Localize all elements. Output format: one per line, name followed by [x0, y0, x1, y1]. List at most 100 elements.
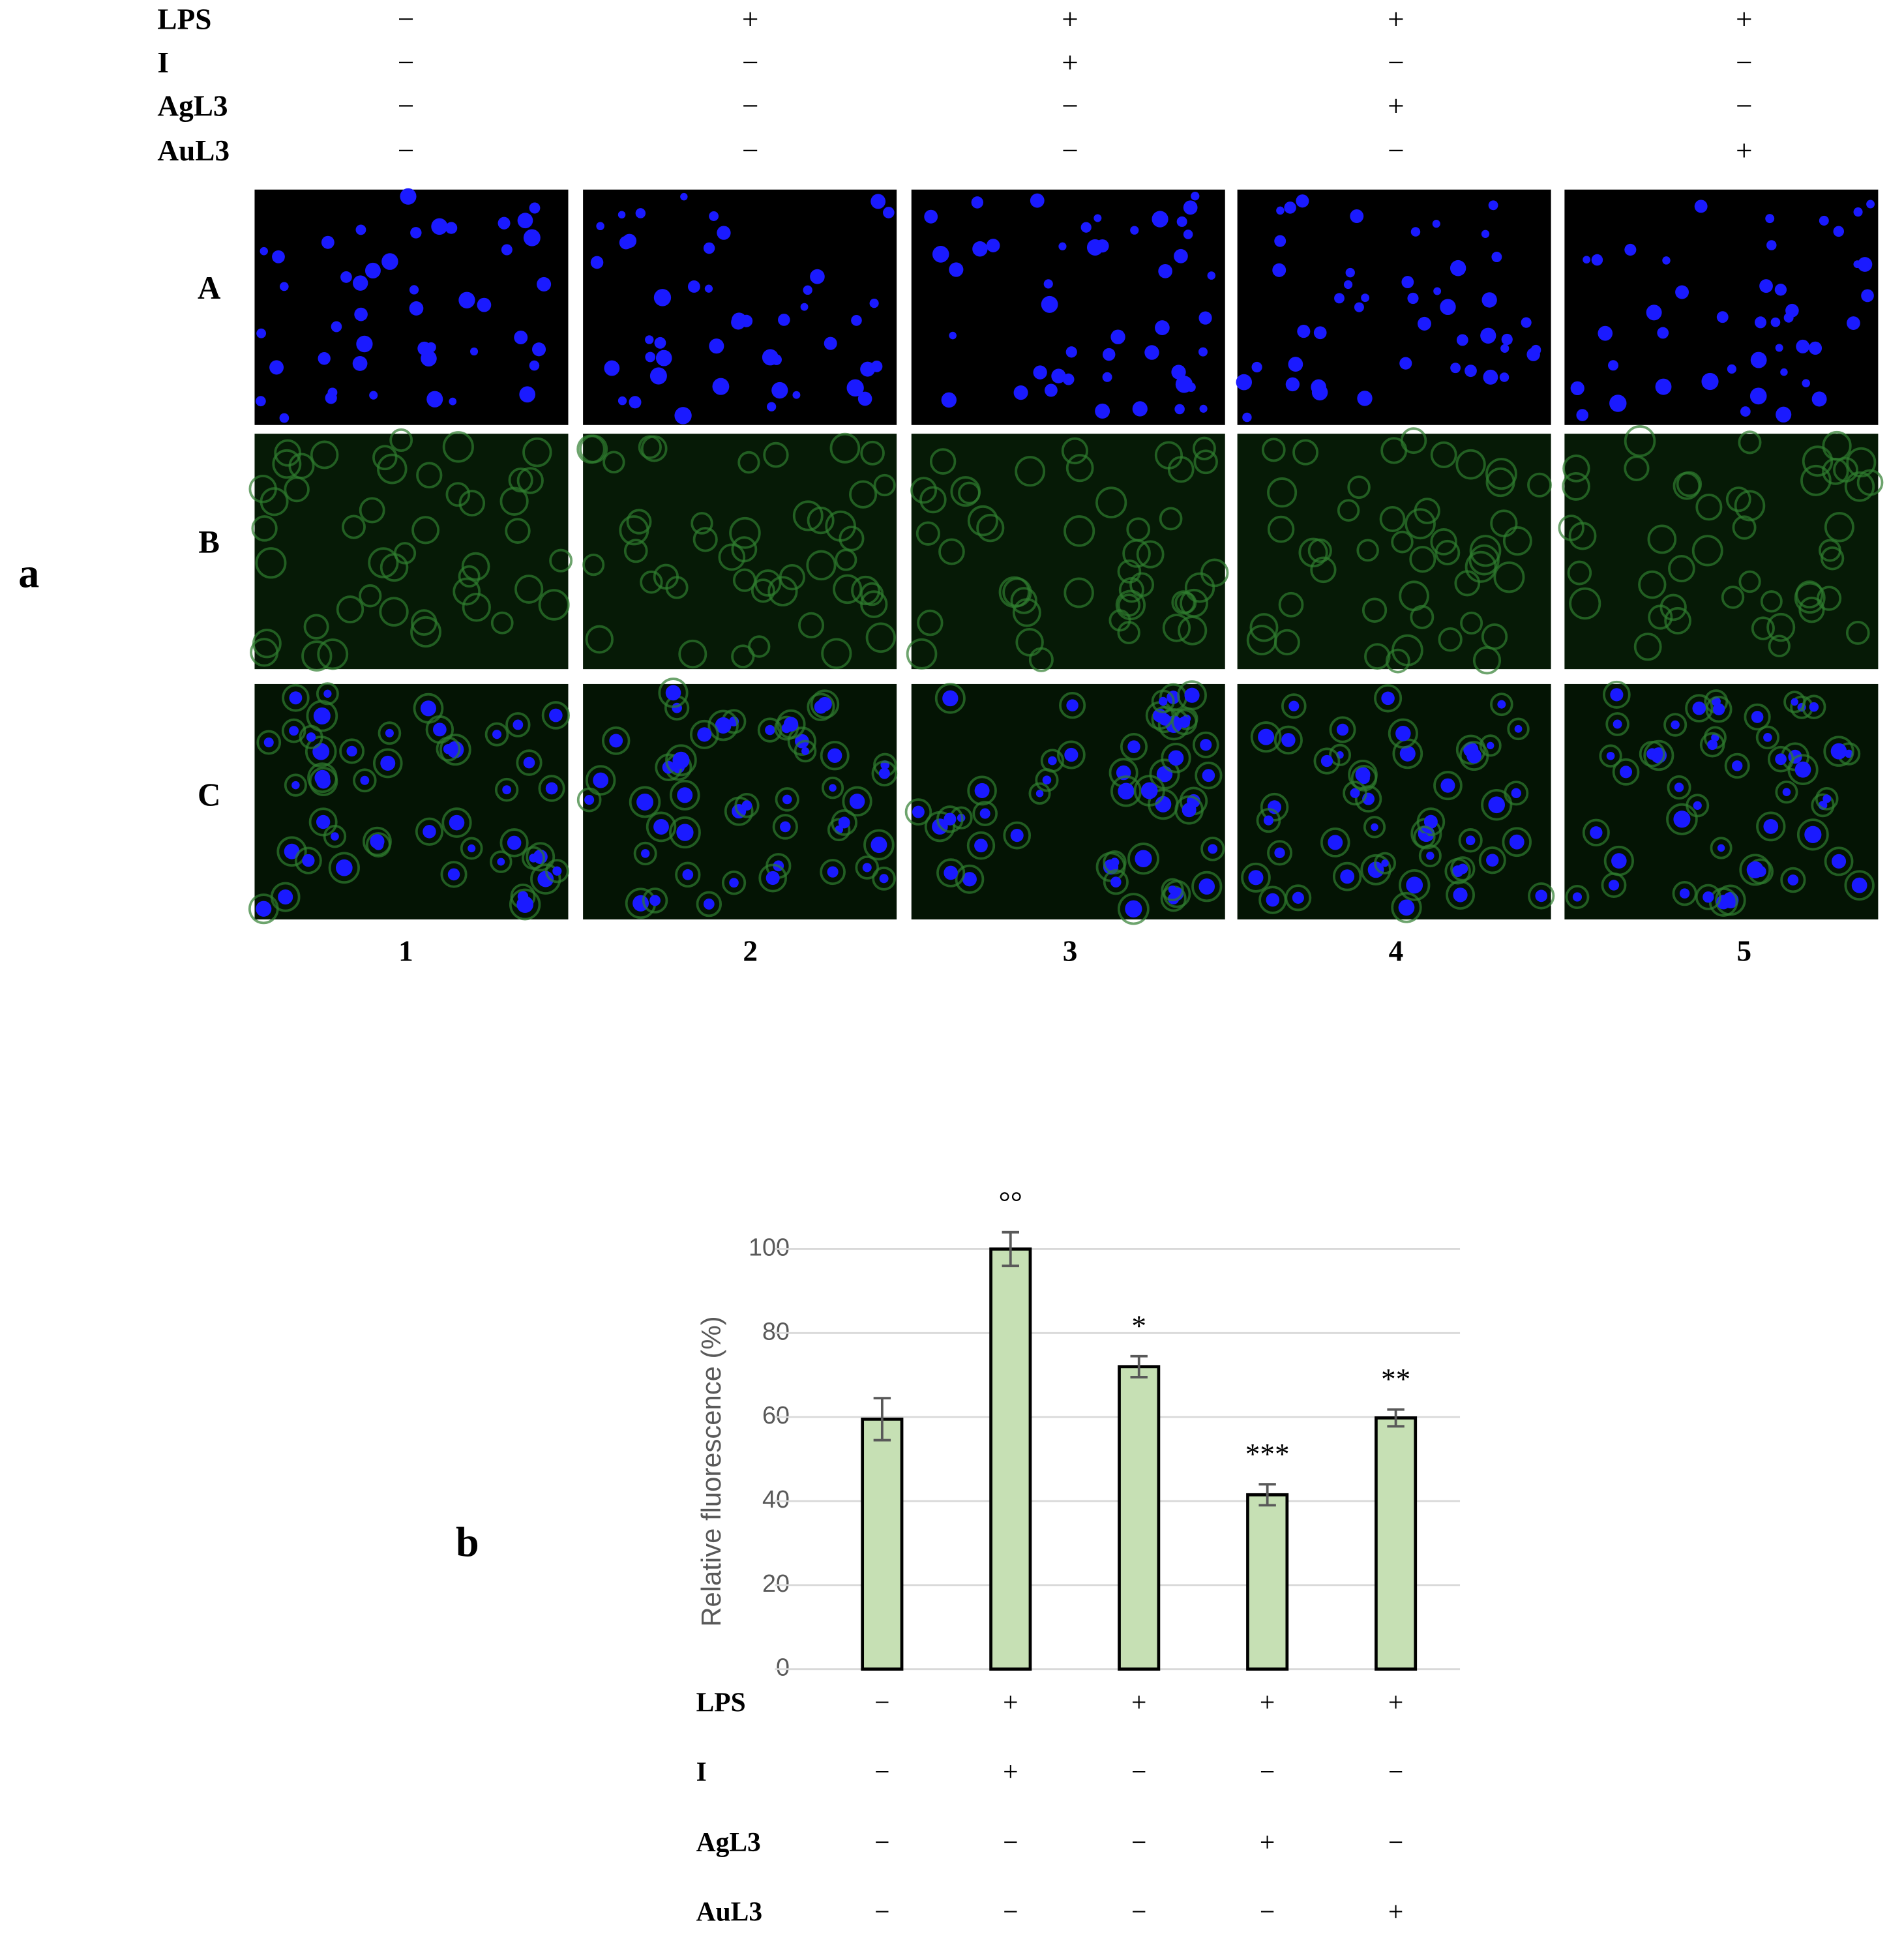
nucleus	[1530, 344, 1541, 355]
nucleus	[449, 814, 465, 831]
cell	[1603, 680, 1631, 709]
nucleus	[523, 756, 535, 769]
nucleus	[803, 285, 812, 295]
cell	[1191, 871, 1223, 902]
cell	[1724, 753, 1750, 779]
cell	[910, 477, 938, 504]
cell	[1527, 472, 1552, 498]
cell	[602, 451, 625, 474]
nucleus	[1731, 760, 1743, 771]
cell	[1820, 546, 1845, 571]
cell	[1468, 544, 1500, 576]
nucleus	[1671, 720, 1680, 730]
nucleus	[1135, 850, 1152, 867]
nucleus	[1418, 316, 1431, 331]
nucleus	[1791, 698, 1798, 706]
nucleus	[409, 285, 419, 295]
cell	[316, 682, 339, 706]
cell	[1256, 808, 1281, 833]
cell	[1028, 782, 1051, 805]
nucleus	[1796, 339, 1810, 353]
nucleus	[1766, 240, 1777, 250]
micrograph	[1237, 189, 1551, 425]
nucleus	[1785, 303, 1799, 318]
cell	[1385, 648, 1410, 674]
nucleus	[289, 691, 303, 705]
nucleus	[1093, 214, 1102, 222]
cell	[821, 776, 844, 799]
nucleus	[1183, 230, 1193, 239]
nucleus	[1746, 861, 1764, 879]
nucleus	[1174, 404, 1185, 415]
cell	[336, 595, 364, 623]
nucleus	[1609, 395, 1627, 412]
nucleus	[1199, 404, 1208, 413]
cell	[1267, 515, 1295, 543]
cell	[1794, 582, 1826, 614]
nucleus	[715, 717, 732, 734]
nucleus	[513, 719, 524, 730]
treatment-sign: −	[1736, 90, 1753, 123]
cell	[1409, 546, 1436, 573]
nucleus	[949, 331, 957, 340]
treatment-sign: −	[1388, 1757, 1403, 1787]
treatment-sign: −	[1388, 1828, 1403, 1858]
cell	[1601, 872, 1627, 899]
treatment-name: AgL3	[157, 90, 228, 123]
cell	[748, 635, 771, 658]
cell	[411, 516, 440, 544]
cell	[1639, 740, 1665, 768]
cell	[934, 683, 966, 714]
nucleus	[729, 878, 739, 888]
treatment-sign: −	[742, 46, 759, 79]
nucleus	[596, 222, 604, 231]
cell	[1388, 718, 1418, 749]
cell	[1648, 604, 1673, 630]
cell	[522, 437, 552, 468]
nucleus	[1184, 687, 1200, 703]
nucleus	[944, 812, 957, 826]
cell	[807, 693, 835, 721]
nucleus	[1611, 853, 1627, 869]
cell	[754, 569, 782, 597]
cell	[751, 578, 775, 603]
nucleus	[458, 291, 475, 308]
nucleus	[783, 717, 799, 732]
panel-label: b	[456, 1519, 479, 1565]
cell	[1766, 612, 1796, 642]
nucleus	[1066, 699, 1078, 712]
cell	[794, 739, 817, 763]
nucleus	[1450, 363, 1461, 374]
cell	[904, 798, 932, 826]
nucleus	[942, 690, 959, 707]
cell	[1844, 870, 1875, 901]
treatment-sign: +	[1003, 1757, 1018, 1787]
cell	[1659, 593, 1687, 621]
cell	[779, 563, 805, 591]
cell	[1751, 616, 1775, 640]
treatment-sign: +	[1062, 3, 1078, 36]
nucleus	[316, 814, 331, 829]
nucleus	[590, 256, 604, 269]
cell	[303, 614, 329, 640]
cell	[516, 467, 544, 494]
cell	[633, 841, 657, 866]
nucleus	[780, 821, 791, 833]
nucleus	[1707, 739, 1718, 751]
nucleus	[1752, 352, 1762, 362]
treatment-sign: −	[1736, 46, 1753, 79]
cell	[1783, 691, 1806, 713]
nucleus	[584, 795, 595, 805]
nucleus	[1509, 834, 1525, 850]
cell	[1391, 530, 1414, 554]
nucleus	[653, 818, 669, 835]
nucleus	[682, 869, 694, 880]
treatment-sign: +	[1388, 3, 1405, 36]
cell	[416, 462, 443, 489]
nucleus	[280, 282, 289, 291]
cell	[1725, 486, 1751, 513]
nucleus	[1171, 365, 1186, 380]
cell	[1612, 758, 1640, 786]
nucleus	[370, 834, 385, 849]
cell	[1667, 775, 1691, 800]
